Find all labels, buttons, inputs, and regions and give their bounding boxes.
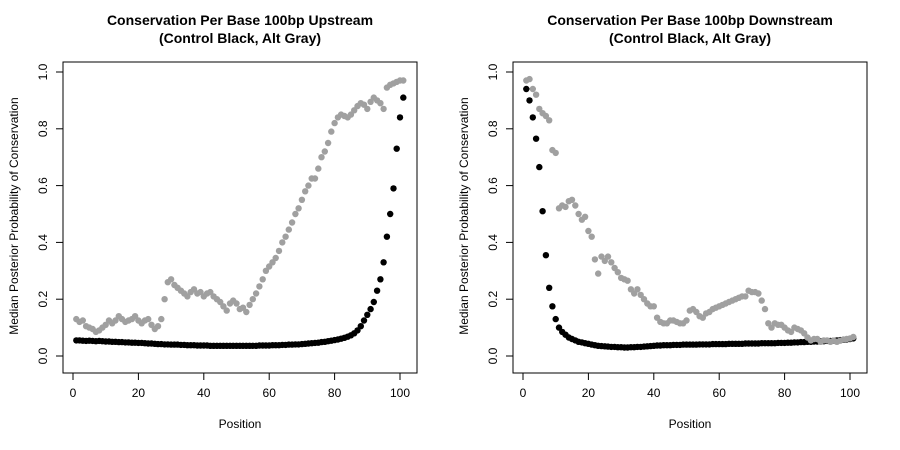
svg-text:80: 80 xyxy=(328,386,342,400)
downstream-x-axis-label: Position xyxy=(668,417,712,431)
x-axis-ticks: 0 20 40 60 80 100 xyxy=(70,373,410,400)
svg-text:20: 20 xyxy=(582,386,596,400)
downstream-title: Conservation Per Base 100bp Downstream (… xyxy=(513,11,867,47)
control-series-points xyxy=(523,85,857,351)
svg-text:0.8: 0.8 xyxy=(486,120,500,137)
y-axis-ticks: 0.0 0.2 0.4 0.6 0.8 1.0 xyxy=(36,63,63,364)
alt-series-points xyxy=(73,77,407,336)
downstream-scatter-plot: 0 20 40 60 80 100 0.0 0.2 0.4 0.6 0.8 1.0 xyxy=(486,61,868,400)
downstream-title-line1: Conservation Per Base 100bp Downstream xyxy=(547,12,833,28)
svg-text:80: 80 xyxy=(778,386,792,400)
downstream-title-line2: (Control Black, Alt Gray) xyxy=(608,30,772,46)
upstream-title: Conservation Per Base 100bp Upstream (Co… xyxy=(63,11,417,47)
svg-text:0.4: 0.4 xyxy=(486,234,500,251)
upstream-title-line2: (Control Black, Alt Gray) xyxy=(158,30,322,46)
upstream-x-axis-label: Position xyxy=(218,417,262,431)
svg-text:0.6: 0.6 xyxy=(36,177,50,194)
control-series-points xyxy=(73,94,407,349)
svg-text:20: 20 xyxy=(132,386,146,400)
svg-text:100: 100 xyxy=(840,386,860,400)
plot-box xyxy=(512,61,868,374)
upstream-title-line1: Conservation Per Base 100bp Upstream xyxy=(106,12,374,28)
svg-text:0: 0 xyxy=(520,386,527,400)
svg-text:100: 100 xyxy=(390,386,410,400)
y-axis-ticks: 0.0 0.2 0.4 0.6 0.8 1.0 xyxy=(486,63,513,364)
upstream-panel: Conservation Per Base 100bp Upstream (Co… xyxy=(7,11,418,431)
svg-text:0.6: 0.6 xyxy=(486,177,500,194)
svg-text:0.0: 0.0 xyxy=(486,347,500,364)
svg-text:0.8: 0.8 xyxy=(36,120,50,137)
svg-text:0.4: 0.4 xyxy=(36,234,50,251)
svg-text:40: 40 xyxy=(647,386,661,400)
svg-text:1.0: 1.0 xyxy=(486,63,500,80)
downstream-panel: Conservation Per Base 100bp Downstream (… xyxy=(450,0,900,450)
svg-text:0.2: 0.2 xyxy=(486,291,500,308)
upstream-scatter-plot: 0 20 40 60 80 100 0.0 0.2 0.4 0.6 0.8 1.0 xyxy=(36,61,418,400)
svg-text:1.0: 1.0 xyxy=(36,63,50,80)
plot-box xyxy=(62,61,418,374)
alt-series-points xyxy=(523,75,857,345)
svg-text:40: 40 xyxy=(197,386,211,400)
svg-text:60: 60 xyxy=(713,386,727,400)
svg-text:60: 60 xyxy=(263,386,277,400)
svg-text:0.0: 0.0 xyxy=(36,347,50,364)
svg-text:0.2: 0.2 xyxy=(36,291,50,308)
x-axis-ticks: 0 20 40 60 80 100 xyxy=(520,373,860,400)
svg-text:0: 0 xyxy=(70,386,77,400)
